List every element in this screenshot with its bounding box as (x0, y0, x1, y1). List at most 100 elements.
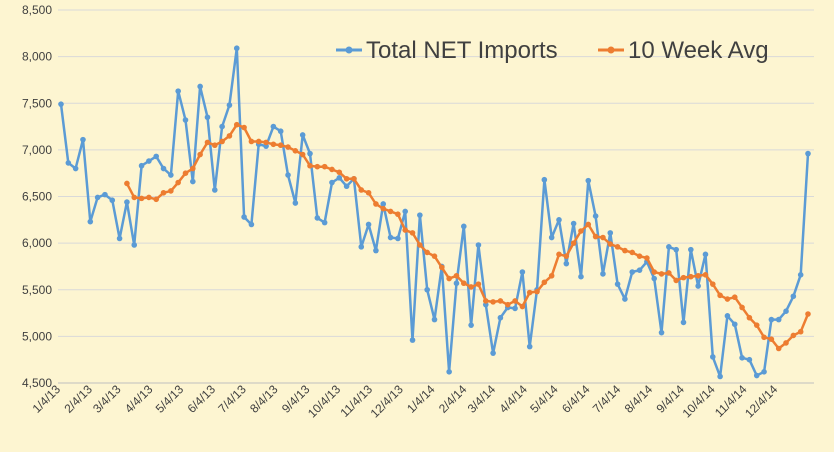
data-point-total-net-imports (600, 271, 606, 277)
data-point-10-week-avg (490, 299, 496, 305)
data-point-total-net-imports (307, 150, 313, 157)
data-point-total-net-imports (614, 281, 621, 287)
data-point-10-week-avg (446, 275, 452, 282)
data-point-total-net-imports (146, 158, 152, 164)
data-point-total-net-imports (453, 280, 460, 287)
data-point-10-week-avg (182, 170, 189, 176)
data-point-10-week-avg (299, 151, 306, 158)
data-point-10-week-avg (395, 211, 401, 218)
data-point-total-net-imports (497, 314, 504, 321)
data-point-total-net-imports (673, 246, 679, 253)
data-point-10-week-avg (614, 244, 621, 250)
data-point-10-week-avg (424, 249, 430, 256)
data-point-total-net-imports (299, 132, 306, 138)
y-tick-label: 7,500 (22, 96, 52, 110)
data-point-10-week-avg (768, 336, 775, 342)
data-point-total-net-imports (87, 218, 94, 225)
data-point-total-net-imports (592, 213, 599, 219)
data-point-10-week-avg (409, 230, 416, 236)
x-tick-label: 8/4/14 (622, 382, 656, 416)
data-point-total-net-imports (182, 117, 189, 123)
data-point-total-net-imports (446, 369, 452, 375)
data-point-total-net-imports (636, 267, 643, 273)
data-point-10-week-avg (343, 175, 350, 182)
data-point-10-week-avg (673, 277, 679, 284)
data-point-total-net-imports (541, 176, 548, 183)
data-point-total-net-imports (658, 329, 665, 336)
data-point-total-net-imports (607, 230, 614, 236)
x-tick-label: 4/4/14 (496, 382, 530, 416)
data-point-10-week-avg (541, 279, 548, 286)
data-point-total-net-imports (460, 223, 467, 230)
data-point-10-week-avg (124, 180, 130, 187)
x-tick-label: 11/4/14 (712, 382, 750, 420)
x-tick-label: 7/4/14 (590, 382, 624, 416)
data-point-total-net-imports (116, 235, 123, 242)
data-point-10-week-avg (292, 148, 299, 154)
data-point-total-net-imports (761, 369, 767, 375)
data-point-10-week-avg (475, 281, 482, 287)
data-point-total-net-imports (585, 177, 592, 184)
legend: Total NET Imports 10 Week Avg (336, 37, 769, 64)
data-point-10-week-avg (204, 139, 211, 146)
data-point-10-week-avg (138, 195, 145, 202)
data-point-10-week-avg (211, 142, 218, 149)
data-point-total-net-imports (709, 354, 716, 360)
data-point-10-week-avg (497, 298, 504, 304)
data-point-10-week-avg (658, 271, 665, 277)
data-point-10-week-avg (600, 234, 606, 241)
series-line-total-net-imports (59, 46, 810, 378)
data-point-total-net-imports (94, 194, 101, 201)
legend-label-total-net-imports: Total NET Imports (366, 37, 558, 64)
data-point-10-week-avg (629, 249, 636, 256)
series-line-10-week-avg (125, 123, 810, 350)
x-tick-label: 7/4/13 (215, 382, 249, 416)
x-tick-label: 10/4/13 (305, 382, 343, 420)
data-point-10-week-avg (731, 294, 738, 301)
data-point-total-net-imports (204, 114, 211, 121)
data-point-10-week-avg (460, 280, 467, 287)
data-point-10-week-avg (592, 233, 599, 240)
data-point-10-week-avg (329, 166, 335, 173)
y-axis-tick-labels: 4,500 5,000 5,500 6,000 6,500 7,000 7,500 8,000… (22, 3, 52, 390)
data-point-total-net-imports (58, 101, 64, 107)
data-point-total-net-imports (417, 212, 423, 218)
data-point-total-net-imports (285, 172, 291, 178)
data-point-total-net-imports (190, 178, 196, 185)
legend-item-total-net-imports: Total NET Imports (336, 37, 558, 64)
y-tick-label: 5,500 (22, 283, 52, 297)
data-point-total-net-imports (622, 296, 628, 302)
data-point-total-net-imports (138, 162, 145, 169)
x-tick-label: 5/4/13 (153, 382, 187, 416)
data-point-10-week-avg (702, 272, 709, 278)
data-point-total-net-imports (343, 183, 350, 190)
data-point-10-week-avg (160, 189, 167, 196)
data-point-total-net-imports (431, 316, 438, 323)
data-point-total-net-imports (651, 275, 658, 282)
data-point-total-net-imports (109, 197, 116, 204)
data-point-10-week-avg (746, 314, 753, 321)
data-point-10-week-avg (519, 303, 526, 310)
series-layer (58, 45, 811, 380)
x-tick-label: 12/4/14 (742, 382, 780, 420)
y-tick-label: 7,000 (22, 143, 52, 157)
data-point-total-net-imports (739, 355, 745, 361)
data-point-total-net-imports (526, 343, 533, 350)
x-tick-label: 2/4/14 (436, 382, 470, 416)
y-tick-label: 6,000 (22, 236, 52, 250)
data-point-total-net-imports (80, 136, 86, 143)
data-point-total-net-imports (556, 217, 562, 223)
data-point-total-net-imports (219, 123, 225, 130)
data-point-total-net-imports (629, 269, 636, 275)
data-point-total-net-imports (395, 235, 401, 242)
data-point-10-week-avg (622, 247, 628, 254)
data-point-10-week-avg (270, 141, 277, 148)
data-point-total-net-imports (790, 293, 797, 300)
data-point-total-net-imports (409, 337, 416, 343)
data-point-total-net-imports (666, 244, 672, 250)
data-point-10-week-avg (417, 242, 423, 248)
x-tick-label: 5/4/14 (527, 382, 561, 416)
data-point-total-net-imports (380, 201, 387, 207)
data-point-10-week-avg (695, 272, 701, 279)
data-point-10-week-avg (219, 138, 225, 145)
